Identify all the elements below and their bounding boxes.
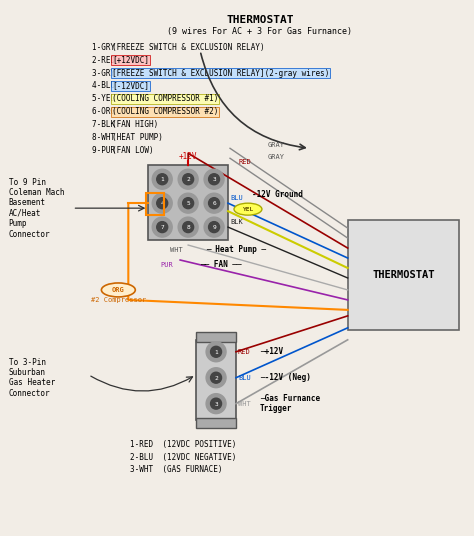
- Text: RED: RED: [238, 349, 251, 355]
- Text: 3-WHT  (GAS FURNACE): 3-WHT (GAS FURNACE): [130, 465, 223, 474]
- Text: ─-12V (Neg): ─-12V (Neg): [260, 373, 311, 382]
- Text: 6-ORG: 6-ORG: [92, 107, 120, 116]
- Text: 1: 1: [160, 177, 164, 182]
- Text: (FAN LOW): (FAN LOW): [112, 146, 154, 155]
- Circle shape: [182, 198, 193, 209]
- Text: 2: 2: [214, 376, 218, 381]
- Text: 7: 7: [160, 225, 164, 230]
- Circle shape: [178, 169, 198, 189]
- Text: 1: 1: [214, 350, 218, 355]
- Text: [-12VDC]: [-12VDC]: [112, 81, 149, 91]
- Bar: [196, 418, 236, 428]
- Text: THERMOSTAT: THERMOSTAT: [226, 14, 294, 25]
- Text: BLK: BLK: [230, 219, 243, 225]
- Circle shape: [209, 174, 219, 185]
- Text: 3: 3: [214, 401, 218, 407]
- Text: (COOLING COMPRESSOR #1): (COOLING COMPRESSOR #1): [112, 94, 219, 103]
- Text: (HEAT PUMP): (HEAT PUMP): [112, 133, 163, 143]
- Circle shape: [209, 198, 219, 209]
- Circle shape: [204, 169, 224, 189]
- Text: 1-RED  (12VDC POSITIVE): 1-RED (12VDC POSITIVE): [130, 440, 237, 449]
- Text: 9-PUR: 9-PUR: [92, 146, 120, 155]
- Circle shape: [210, 372, 221, 383]
- Text: ─Gas Furnance
Trigger: ─Gas Furnance Trigger: [260, 394, 320, 413]
- Text: 9: 9: [212, 225, 216, 230]
- Text: THERMOSTAT: THERMOSTAT: [372, 270, 435, 280]
- Bar: [347, 220, 459, 330]
- Circle shape: [206, 368, 226, 388]
- Circle shape: [204, 193, 224, 213]
- Text: (FREEZE SWITCH & EXCLUSION RELAY): (FREEZE SWITCH & EXCLUSION RELAY): [112, 42, 265, 51]
- Circle shape: [206, 342, 226, 362]
- Text: ─+12V: ─+12V: [260, 347, 283, 356]
- Text: GRAY: GRAY: [268, 143, 285, 148]
- Circle shape: [206, 393, 226, 414]
- Text: -12V Ground: -12V Ground: [252, 190, 303, 199]
- Text: BLU: BLU: [230, 195, 243, 201]
- Text: 8: 8: [186, 225, 190, 230]
- Ellipse shape: [234, 203, 262, 215]
- Text: 2: 2: [186, 177, 190, 182]
- Text: YEL: YEL: [242, 207, 254, 212]
- Circle shape: [204, 217, 224, 237]
- Bar: [196, 332, 236, 342]
- Circle shape: [152, 217, 172, 237]
- Text: GRAY: GRAY: [268, 154, 285, 160]
- Text: +12V: +12V: [179, 152, 197, 161]
- Text: 3-GRY: 3-GRY: [92, 69, 120, 78]
- Text: ORG: ORG: [112, 287, 125, 293]
- Bar: [196, 340, 236, 420]
- Circle shape: [157, 198, 168, 209]
- Text: 5-YEL: 5-YEL: [92, 94, 120, 103]
- Text: 4: 4: [160, 201, 164, 206]
- Circle shape: [157, 174, 168, 185]
- Circle shape: [182, 174, 193, 185]
- Circle shape: [157, 221, 168, 233]
- Text: 7-BLK: 7-BLK: [92, 121, 120, 129]
- Circle shape: [209, 221, 219, 233]
- Text: 1-GRY: 1-GRY: [92, 42, 120, 51]
- Text: To 3-Pin
Suburban
Gas Heater
Connector: To 3-Pin Suburban Gas Heater Connector: [9, 358, 55, 398]
- Text: BLU: BLU: [238, 375, 251, 381]
- Text: 3: 3: [212, 177, 216, 182]
- Circle shape: [152, 169, 172, 189]
- Text: (9 wires For AC + 3 For Gas Furnance): (9 wires For AC + 3 For Gas Furnance): [167, 27, 353, 35]
- Text: 2-RED: 2-RED: [92, 56, 120, 64]
- Text: 5: 5: [186, 201, 190, 206]
- Text: 6: 6: [212, 201, 216, 206]
- Text: RED: RED: [239, 159, 252, 165]
- Text: #2 Compressor: #2 Compressor: [91, 297, 146, 303]
- Text: ─ Heat Pump ─: ─ Heat Pump ─: [206, 245, 266, 254]
- Text: 4-BLU: 4-BLU: [92, 81, 120, 91]
- Circle shape: [210, 398, 221, 409]
- Text: (COOLING COMPRESSOR #2): (COOLING COMPRESSOR #2): [112, 107, 219, 116]
- Circle shape: [178, 217, 198, 237]
- Text: [+12VDC]: [+12VDC]: [112, 56, 149, 64]
- Text: ── FAN ──: ── FAN ──: [200, 260, 242, 269]
- Circle shape: [178, 193, 198, 213]
- Text: (FAN HIGH): (FAN HIGH): [112, 121, 158, 129]
- Text: [FREEZE SWITCH & EXCLUSION RELAY](2-gray wires): [FREEZE SWITCH & EXCLUSION RELAY](2-gray…: [112, 69, 329, 78]
- Text: PUR: PUR: [160, 262, 173, 268]
- Bar: [148, 165, 228, 240]
- Text: 2-BLU  (12VDC NEGATIVE): 2-BLU (12VDC NEGATIVE): [130, 452, 237, 461]
- Ellipse shape: [101, 283, 135, 297]
- Text: 8-WHT: 8-WHT: [92, 133, 120, 143]
- Text: WHT: WHT: [170, 247, 183, 253]
- Circle shape: [182, 221, 193, 233]
- Text: WHT: WHT: [238, 400, 251, 407]
- Circle shape: [210, 346, 221, 358]
- Text: To 9 Pin
Coleman Mach
Basement
AC/Heat
Pump
Connector: To 9 Pin Coleman Mach Basement AC/Heat P…: [9, 177, 64, 239]
- Circle shape: [152, 193, 172, 213]
- Bar: [146, 193, 164, 215]
